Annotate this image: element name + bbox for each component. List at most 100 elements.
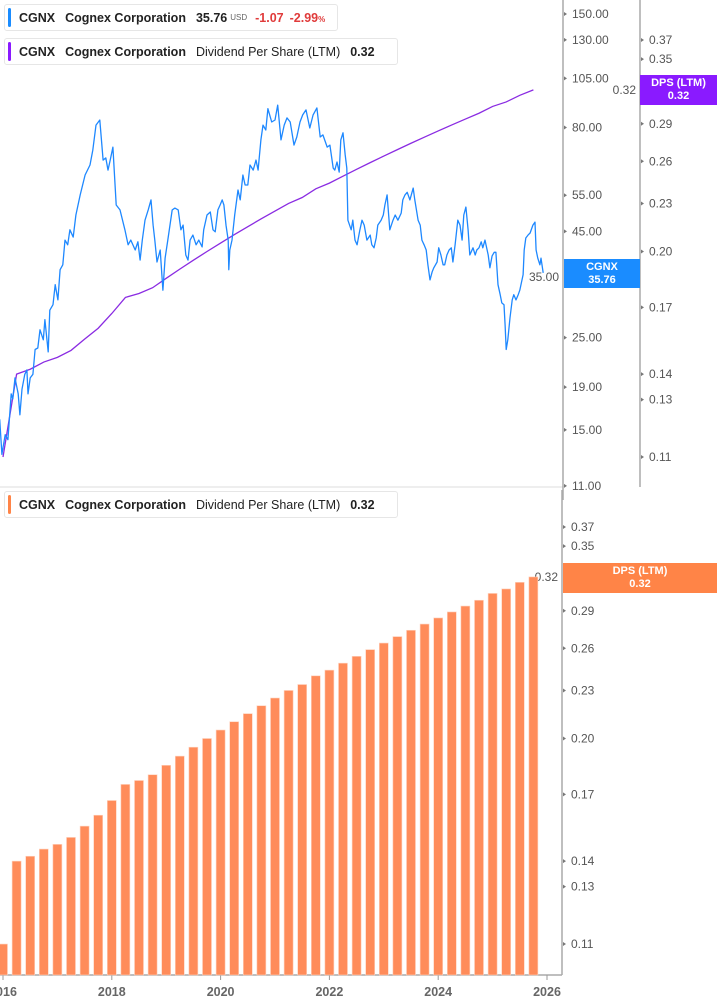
legend-dps-bottom: CGNX Cognex Corporation Dividend Per Sha… (4, 491, 398, 518)
price-tick-label: 15.00 (572, 423, 602, 437)
dps-bar (229, 721, 239, 976)
price-tick-label-mark (564, 229, 567, 234)
dps-bar (134, 780, 144, 976)
price-tick-label-mark (564, 385, 567, 390)
dps-bar (215, 729, 226, 976)
dps-bar (161, 765, 171, 976)
bar-y-tick-label-mark (563, 525, 566, 529)
price-tick-label: 105.00 (572, 71, 609, 85)
bar-y-tick-label-mark (563, 859, 566, 864)
dps-bar (79, 825, 90, 976)
pct-sign: % (318, 14, 326, 24)
dps-bar (256, 705, 267, 976)
dps-tag-value: 0.32 (629, 578, 651, 590)
dps-bar (460, 605, 471, 976)
legend-company: Cognex Corporation (65, 10, 186, 25)
dps-bar (270, 697, 280, 976)
price-tag: CGNX 35.76 (564, 259, 640, 288)
dps-bar (66, 837, 76, 976)
legend-swatch-bar (8, 495, 11, 514)
x-tick-label: 2018 (98, 985, 126, 999)
legend-value: 0.32 (350, 44, 375, 59)
dps-bar (25, 855, 36, 976)
dps-bar (419, 623, 430, 976)
price-tick-label: 80.00 (572, 121, 602, 135)
dps-tick-label: 0.29 (649, 117, 673, 131)
bar-y-tick-label-mark (563, 736, 566, 741)
dps-tick-label-mark (641, 201, 644, 206)
bar-y-tick-label: 0.17 (571, 787, 595, 801)
dps-tick-label: 0.17 (649, 300, 673, 314)
legend-swatch-dps (8, 42, 11, 61)
price-tag-value: 35.76 (588, 273, 616, 286)
bar-y-tick-label: 0.13 (571, 880, 595, 894)
dps-bar (38, 848, 49, 976)
price-tick-label: 35.00 (529, 270, 559, 284)
dps-bar (283, 690, 294, 976)
dps-bar (351, 656, 362, 976)
x-tick-label: 2026 (533, 985, 561, 999)
legend-ticker: CGNX (19, 44, 56, 59)
bar-y-tick-label: 0.11 (571, 937, 594, 951)
dps-bar (243, 713, 253, 976)
dps-bar (501, 588, 512, 976)
dps-tick-label: 0.35 (649, 52, 673, 66)
dps-bar (446, 611, 457, 976)
dps-bar (202, 738, 212, 976)
legend-price-value: 35.76 (195, 10, 228, 25)
dps-bar (487, 593, 498, 976)
change-pct-value: -2.99 (289, 10, 319, 25)
dps-tick-label: 0.20 (649, 245, 673, 259)
legend-value: 0.32 (350, 497, 375, 512)
legend-ticker: CGNX (19, 497, 56, 512)
bar-y-tick-label: 0.37 (571, 520, 595, 534)
legend-price: CGNX Cognex Corporation 35.76 USD -1.07 … (4, 4, 339, 31)
bar-y-tick-label: 0.20 (571, 732, 595, 746)
price-tick-label-mark (564, 125, 567, 130)
dps-bar (378, 642, 389, 976)
dps-bar (514, 582, 525, 976)
price-tick-label: 25.00 (572, 331, 602, 345)
dps-bar (324, 669, 335, 976)
dps-bar (474, 599, 484, 976)
dps-bar (120, 784, 131, 976)
price-tick-label: 130.00 (572, 33, 609, 47)
dps-tick-label: 0.13 (649, 393, 673, 407)
price-tick-label: 55.00 (572, 188, 602, 202)
bar-y-tick-label-mark (563, 942, 566, 947)
bar-y-tick-label: 0.29 (571, 604, 595, 618)
legend-metric: Dividend Per Share (LTM) (195, 44, 341, 59)
dps-tick-label: 0.14 (649, 367, 673, 381)
dps-tick-label-mark (641, 57, 644, 62)
dps-tick-label-mark (641, 159, 644, 164)
price-line (0, 104, 544, 455)
price-tick-label: 45.00 (572, 224, 602, 238)
dps-tag-value: 0.32 (667, 90, 690, 102)
bar-y-tick-label: 0.26 (571, 641, 595, 655)
dps-tick-label: 0.37 (649, 33, 673, 47)
price-tick-label-mark (564, 76, 567, 81)
dps-bar (392, 636, 403, 976)
dps-bar (406, 629, 416, 976)
dps-tick-label: 0.23 (649, 196, 673, 210)
dps-tick-label-mark (641, 249, 644, 254)
x-tick-label: 2022 (315, 985, 343, 999)
dps-bar (188, 746, 199, 976)
dps-bar (175, 755, 185, 976)
dps-bar (365, 649, 376, 976)
bar-y-tick-label-mark (563, 688, 566, 693)
dps-tick-label-mark (641, 121, 644, 126)
x-tick-label: 2020 (207, 985, 235, 999)
dps-bar (0, 943, 8, 976)
dps-bar (310, 675, 321, 976)
price-tick-label: 19.00 (572, 380, 602, 394)
dps-tick-label-mark (641, 455, 644, 460)
dps-bar (107, 800, 117, 976)
price-tick-label-mark (564, 483, 567, 488)
dps-tag-top: DPS (LTM) 0.32 (640, 75, 717, 105)
dps-tick-label: 0.32 (613, 83, 637, 97)
dps-bar (11, 860, 22, 976)
dps-tick-label-mark (641, 397, 644, 402)
price-tick-label-mark (564, 193, 567, 198)
dps-bar (338, 662, 348, 976)
